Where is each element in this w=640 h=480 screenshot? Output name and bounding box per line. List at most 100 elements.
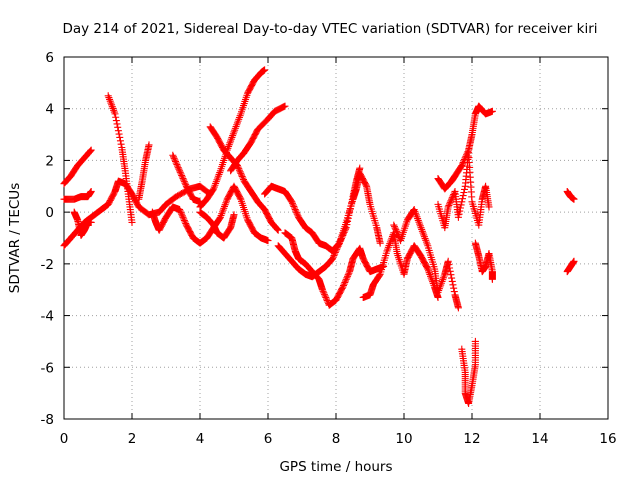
axis-ticks (63, 56, 609, 420)
data-point (423, 264, 431, 272)
series-track-10 (196, 66, 269, 211)
data-point (116, 133, 124, 141)
data-point (445, 261, 453, 269)
series-track-06 (97, 177, 214, 219)
y-tick-label: -2 (41, 257, 54, 273)
data-point (235, 166, 243, 174)
x-tick-label: 6 (264, 431, 273, 447)
data-point (169, 153, 177, 161)
series-track-22 (471, 239, 496, 283)
data-point (485, 203, 493, 211)
data-point (570, 195, 578, 203)
data-points (60, 66, 578, 407)
data-point (454, 304, 462, 312)
data-point (450, 284, 458, 292)
data-point (179, 175, 187, 183)
y-tick-label: -6 (41, 360, 54, 376)
data-point (114, 123, 122, 131)
data-point (293, 210, 301, 218)
data-point (320, 289, 328, 297)
data-point (175, 165, 183, 173)
data-point (331, 248, 339, 256)
data-point (460, 188, 468, 196)
data-point (288, 198, 296, 206)
data-point (238, 172, 246, 180)
data-point (446, 198, 454, 206)
x-tick-label: 12 (463, 431, 480, 447)
data-point (172, 157, 180, 165)
x-axis-label: GPS time / hours (279, 459, 392, 475)
data-point (321, 292, 329, 300)
data-point (173, 161, 181, 169)
data-point (170, 154, 178, 162)
data-point (334, 242, 342, 250)
data-point (391, 224, 399, 232)
data-point (446, 267, 454, 275)
data-point (116, 137, 124, 145)
data-point (344, 271, 352, 279)
data-point (264, 237, 272, 245)
data-point (291, 206, 299, 214)
data-point (114, 127, 122, 135)
data-point (180, 215, 188, 223)
data-point (446, 264, 454, 272)
data-point (281, 102, 289, 110)
data-point (176, 167, 184, 175)
series-track-24 (563, 257, 578, 276)
data-point (87, 187, 95, 195)
data-point (449, 281, 457, 289)
data-point (344, 272, 352, 280)
data-point (393, 229, 401, 237)
data-point (180, 216, 188, 224)
data-point (86, 148, 94, 156)
chart-title: Day 214 of 2021, Sidereal Day-to-day VTE… (62, 21, 597, 37)
data-point (444, 257, 452, 265)
data-point (376, 271, 384, 279)
data-point (176, 207, 184, 215)
series-track-12 (196, 208, 238, 242)
data-point (112, 117, 120, 125)
data-point (293, 209, 301, 217)
data-point (145, 141, 153, 149)
data-point (174, 162, 182, 170)
data-point (320, 290, 328, 298)
x-tick-label: 14 (531, 431, 548, 447)
data-point (235, 165, 243, 173)
data-point (290, 202, 298, 210)
data-point (393, 227, 401, 235)
series-track-14 (261, 164, 364, 255)
x-tick-label: 4 (196, 431, 205, 447)
data-point (330, 252, 338, 260)
data-point (331, 250, 339, 258)
y-tick-label: 4 (45, 102, 54, 118)
data-point (329, 255, 337, 263)
x-tick-labels: 0 2 4 6 8 10 12 14 16 (60, 431, 617, 447)
data-point (390, 221, 398, 229)
data-point (447, 271, 455, 279)
data-point (236, 168, 244, 176)
data-point (177, 209, 185, 217)
data-point (332, 247, 340, 255)
data-point (181, 179, 189, 187)
data-point (273, 225, 281, 233)
data-point (111, 110, 119, 118)
data-point (176, 206, 184, 214)
data-point (178, 173, 186, 181)
series-track-17 (359, 229, 442, 301)
data-point (461, 185, 469, 193)
y-tick-label: -8 (41, 412, 54, 428)
data-point (446, 200, 454, 208)
y-tick-label: 6 (45, 50, 54, 66)
data-point (174, 164, 182, 172)
data-point (288, 199, 296, 207)
data-point (113, 120, 121, 128)
data-point (291, 204, 299, 212)
x-tick-label: 8 (332, 431, 341, 447)
data-point (459, 192, 467, 200)
series-track-15 (281, 229, 388, 309)
series-track-01 (60, 146, 95, 188)
data-point (448, 274, 456, 282)
data-point (117, 140, 125, 148)
data-point (274, 226, 282, 234)
data-point (87, 147, 95, 155)
